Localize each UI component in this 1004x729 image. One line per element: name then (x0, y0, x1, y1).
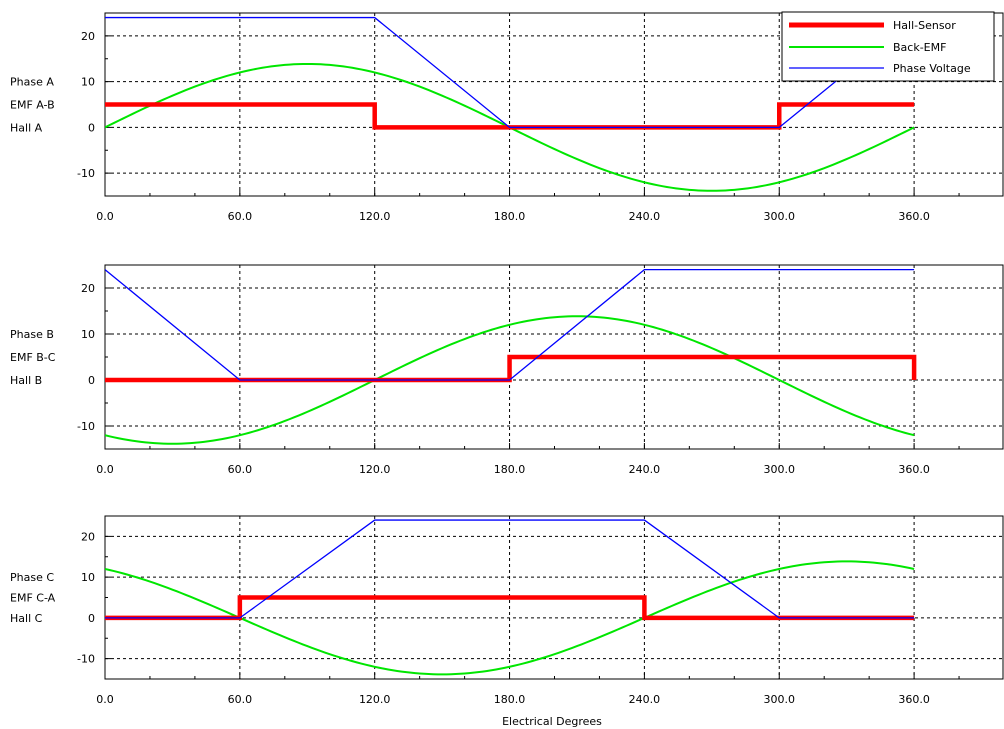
y-tick-label: -10 (77, 167, 95, 180)
x-tick-label: 120.0 (359, 463, 391, 476)
y-tick-label: 10 (81, 571, 95, 584)
y-tick-label: 20 (81, 30, 95, 43)
y-axis-label: Hall C (10, 612, 43, 625)
y-axis-label: Hall A (10, 121, 43, 134)
back-emf-line (105, 315, 915, 445)
y-axis-label: EMF B-C (10, 351, 56, 364)
x-tick-label: 360.0 (898, 463, 930, 476)
legend-label-hall: Hall-Sensor (893, 19, 956, 32)
phase-voltage-line (105, 16, 915, 129)
series-group (105, 519, 915, 676)
y-tick-label: 0 (88, 612, 95, 625)
x-tick-label: 120.0 (359, 693, 391, 706)
x-axis-label: Electrical Degrees (502, 715, 602, 728)
x-tick-label: 180.0 (494, 693, 526, 706)
series-group (105, 16, 915, 192)
x-tick-label: 360.0 (898, 210, 930, 223)
chart-panel-3: 0.0 60.0 120.0 180.0 240.0 300.0 360.0 -10 0 10 20… (10, 515, 1004, 706)
x-tick-label: 60.0 (228, 693, 253, 706)
y-axis-label: Phase B (10, 328, 54, 341)
phase-voltage-line (105, 519, 915, 619)
y-axis-label: Phase A (10, 76, 54, 89)
legend-label-emf: Back-EMF (893, 41, 946, 54)
y-tick-label: -10 (77, 653, 95, 666)
y-axis-label: EMF A-B (10, 99, 55, 112)
y-tick-label: 10 (81, 76, 95, 89)
x-tick-label: 180.0 (494, 210, 526, 223)
y-axis-label: EMF C-A (10, 592, 56, 605)
x-tick-label: 60.0 (228, 210, 253, 223)
series-group (105, 268, 917, 445)
y-tick-label: 0 (88, 374, 95, 387)
y-axis-label: Phase C (10, 571, 54, 584)
x-tick-label: 300.0 (764, 210, 796, 223)
chart-panel-2: 0.0 60.0 120.0 180.0 240.0 300.0 360.0 -10 0 10 20… (10, 264, 1004, 476)
x-tick-label: 0.0 (96, 693, 114, 706)
x-tick-label: 60.0 (228, 463, 253, 476)
x-tick-label: 120.0 (359, 210, 391, 223)
x-tick-label: 240.0 (629, 463, 661, 476)
x-tick-label: 240.0 (629, 210, 661, 223)
phase-voltage-line (105, 268, 915, 381)
y-axis-label: Hall B (10, 374, 42, 387)
x-tick-label: 0.0 (96, 210, 114, 223)
y-tick-label: 0 (88, 121, 95, 134)
y-tick-label: 10 (81, 328, 95, 341)
x-tick-label: 300.0 (764, 463, 796, 476)
y-tick-label: -10 (77, 420, 95, 433)
x-tick-label: 0.0 (96, 463, 114, 476)
x-tick-label: 240.0 (629, 693, 661, 706)
x-tick-label: 360.0 (898, 693, 930, 706)
legend-label-voltage: Phase Voltage (893, 62, 971, 75)
x-tick-label: 300.0 (764, 693, 796, 706)
legend: Hall-Sensor Back-EMF Phase Voltage (781, 11, 995, 82)
x-tick-label: 180.0 (494, 463, 526, 476)
y-tick-label: 20 (81, 282, 95, 295)
y-tick-label: 20 (81, 530, 95, 543)
